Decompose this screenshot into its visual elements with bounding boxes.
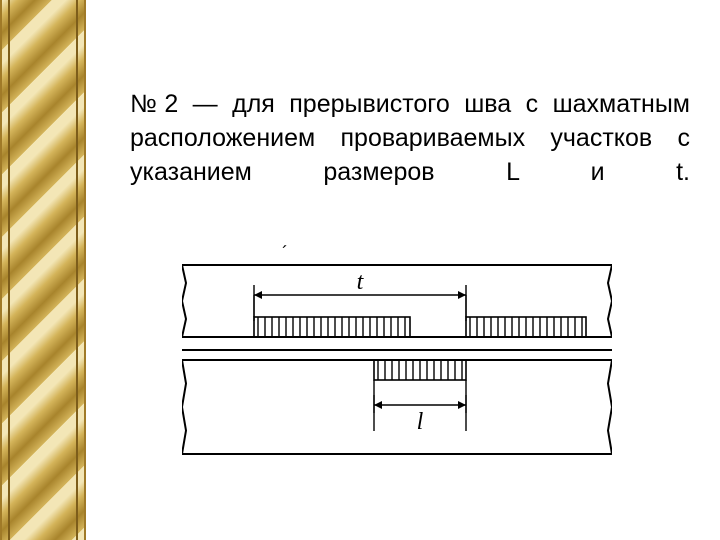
paragraph-text: №2 — для прерывистого шва с шахматным ра… bbox=[130, 88, 690, 189]
decorative-left-strip bbox=[0, 0, 86, 540]
page-root: №2 — для прерывистого шва с шахматным ра… bbox=[0, 0, 720, 540]
weld-seam-diagram: ´tl bbox=[182, 240, 612, 500]
svg-text:´: ´ bbox=[282, 243, 288, 263]
svg-text:l: l bbox=[417, 409, 424, 435]
